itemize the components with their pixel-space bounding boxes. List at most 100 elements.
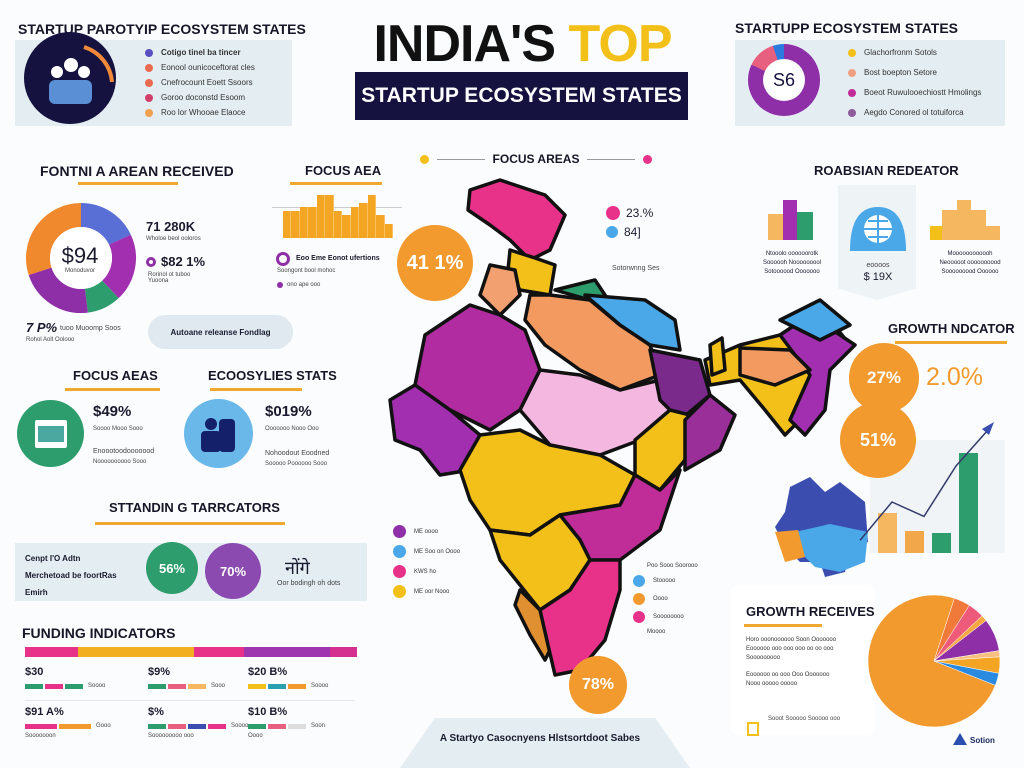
- mini-bar: [288, 723, 306, 729]
- legend-label: Soooooooo: [653, 614, 684, 620]
- legend-item: Glachorfronm Sotols: [848, 48, 937, 57]
- ecosystem-stats-text2: Sooooo Poooooo Sooo: [265, 461, 328, 467]
- legend-label: Cotigo tinel ba tincer: [161, 48, 241, 57]
- growth-bar: [878, 513, 897, 553]
- focus-areas-header: FOCUS AREAS: [420, 152, 652, 166]
- funding-cell-sub: Sooo: [211, 683, 226, 689]
- funding-pill-button[interactable]: Autoane releanse Fondlag: [148, 315, 293, 349]
- banner-text: STARTUP ECOSYSTEM STATES: [361, 84, 682, 107]
- map-region-assam: [738, 346, 812, 387]
- funding-bottom-sub2: Rohol Aolt Oolooo: [26, 337, 75, 343]
- map-stat2-value: 84]: [624, 225, 641, 239]
- divider: [744, 624, 822, 627]
- map-legend-item: Stooooo: [633, 575, 675, 587]
- funding-cell-bar: Soooo: [25, 683, 105, 689]
- trend-arrow-icon: [982, 422, 994, 435]
- legend-item: Aegdo Conored ol totuiforca: [848, 108, 964, 117]
- funding-stripe: [25, 647, 357, 657]
- legend-item: Cotigo tinel ba tincer: [145, 48, 241, 57]
- document-icon: [747, 722, 759, 736]
- donut-label: S6: [763, 59, 805, 101]
- stripe-segment: [244, 647, 331, 657]
- focus-bar: [299, 206, 309, 238]
- legend-label: ME Soo on Oooo: [414, 548, 461, 555]
- funding-stat1-sub: Wholoe beol ooloros: [146, 236, 201, 242]
- region-heading: ROABSIAN REDEATOR: [814, 163, 959, 178]
- main-title: INDIA'S TOP: [355, 14, 690, 74]
- legend-label: KWS ho: [414, 568, 437, 575]
- legend-item: Goroo doconstd Esoom: [145, 93, 245, 102]
- growth-indicator-heading: GROWTH NDCATOR: [888, 321, 1015, 336]
- map-region-tamilnadu: [538, 558, 622, 677]
- pill-label: Autoane releanse Fondlag: [170, 327, 271, 337]
- legend-label: Oooo: [653, 596, 668, 602]
- focus-area-item: Eoo Eme Eonot ufertions: [296, 255, 380, 262]
- funding-cell-value: $30: [25, 666, 44, 678]
- people-group-icon: [24, 32, 116, 124]
- legend-label: Moooo: [647, 629, 666, 635]
- growth-trend-line: [859, 422, 994, 541]
- ecosystem-stats-sub: Ooooooo Nooo Ooo: [265, 426, 319, 432]
- people-icon: [184, 399, 253, 468]
- focus-bar: [325, 195, 334, 238]
- growth-bar-chart: [870, 440, 1005, 553]
- stripe-segment: [330, 647, 357, 657]
- footer-text: A Startyo Casocnyens Hlstsortdoot Sabes: [439, 733, 641, 744]
- funding-cell-bar: Soooo: [248, 683, 328, 689]
- focus-bar: [308, 206, 317, 238]
- divider: [95, 522, 285, 525]
- title-india: INDIA'S: [373, 15, 556, 73]
- mini-bar: [188, 723, 206, 729]
- region-text-line: Moooooooooooh: [947, 251, 993, 257]
- india-map: [388, 178, 857, 677]
- map-legend-item: ME Soo on Oooo: [393, 545, 460, 558]
- mini-bar: [268, 723, 286, 729]
- growth-pct3: 51%: [840, 402, 916, 478]
- legend-item: Bost boepton Setore: [848, 68, 937, 77]
- legend-item: Roo lor Whooae Elaoce: [145, 108, 246, 117]
- logo-text: Sotion: [970, 736, 995, 745]
- legend-label: Stooooo: [653, 578, 676, 584]
- mini-bar: [148, 683, 166, 689]
- mini-bar: [65, 683, 83, 689]
- ecosystem-stats-heading: ECOOSYLIES STATS: [208, 368, 337, 383]
- mini-bar: [148, 723, 166, 729]
- map-note: Sotorwnng Ses: [612, 265, 660, 272]
- focus-aeas-sub: Soooo Mooo Sooo: [93, 426, 143, 432]
- map-region-sikkim: [708, 336, 727, 377]
- standing-note: Oor bodingh oh dots: [277, 580, 341, 587]
- donut-segment: [26, 203, 82, 275]
- mini-bar: [248, 723, 266, 729]
- map-region-arunachal: [778, 298, 852, 342]
- funding-cell-value: $%: [148, 706, 164, 718]
- donut-segment: [101, 234, 136, 299]
- map-stat1: 23.%: [606, 206, 653, 220]
- growth-bar: [905, 531, 924, 553]
- legend-item: Cnefrocount Eoett Ssoors: [145, 78, 253, 87]
- map-region-odisha: [683, 393, 737, 472]
- text-line: Sooooooooo: [746, 655, 781, 661]
- region-center-label: eoooos: [866, 262, 890, 269]
- mini-bar: [268, 683, 286, 689]
- top-right-donut: S6: [748, 44, 820, 116]
- divider: [210, 388, 302, 391]
- divider: [78, 182, 178, 185]
- legend-label: Glachorfronm Sotols: [864, 48, 937, 57]
- logo-icon: [953, 733, 967, 745]
- map-stat2: 84]: [606, 225, 641, 239]
- focus-bar: [367, 195, 377, 238]
- mini-bar: [59, 723, 91, 729]
- growth-pie-chart: [867, 594, 1001, 728]
- legend-item: Boeot Ruwulooechiostt Hmolings: [848, 88, 981, 97]
- donut-segment: [28, 266, 88, 313]
- mini-bar: [168, 723, 186, 729]
- focus-bar: [359, 202, 368, 238]
- title-banner: STARTUP ECOSYSTEM STATES: [355, 72, 688, 120]
- map-region-punjab: [478, 263, 522, 317]
- funding-cell-value: $10 B%: [248, 706, 288, 718]
- donut-segment: [84, 280, 119, 313]
- legend-label: Aegdo Conored ol totuiforca: [864, 108, 964, 117]
- map-legend-item: Moooo: [647, 629, 665, 635]
- divider: [290, 182, 382, 185]
- stripe-segment: [25, 647, 79, 657]
